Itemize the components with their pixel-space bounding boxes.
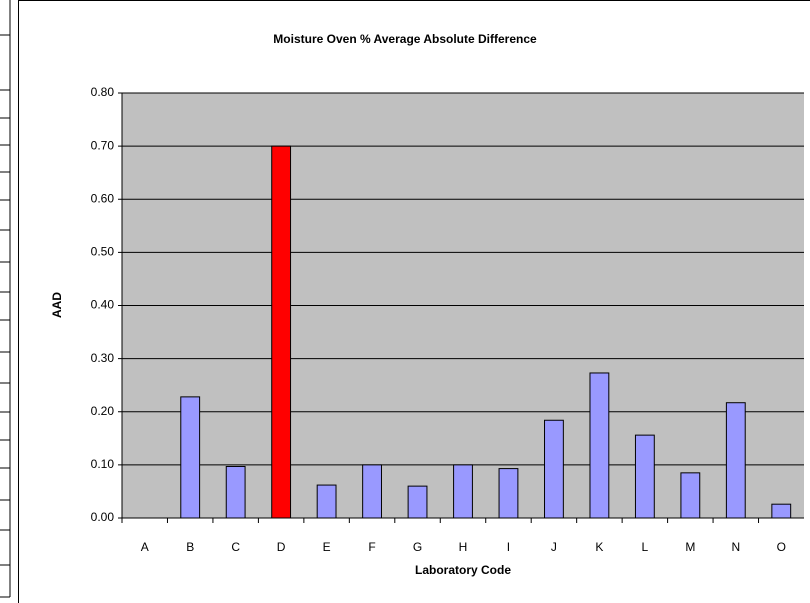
bar [407,485,428,519]
y-tick-label: 0.70 [91,138,115,152]
x-tick-label: M [685,540,695,554]
y-tick-label: 0.80 [91,85,115,99]
x-tick-label: N [731,540,740,554]
bar [680,472,701,519]
x-tick-label: D [277,540,286,554]
bar [453,464,473,519]
bar [225,465,246,519]
x-tick-label: O [777,540,786,554]
x-tick-label: G [413,540,422,554]
x-tick-label: C [231,540,240,554]
x-tick-label: L [642,540,649,554]
y-tick-label: 0.30 [91,351,115,365]
chart-title: Moisture Oven % Average Absolute Differe… [273,32,537,46]
x-tick-label: A [141,540,149,554]
x-axis-title: Laboratory Code [415,563,511,577]
y-tick-label: 0.20 [91,404,115,418]
bar [271,145,292,519]
left-table-fragment [0,0,11,598]
bar [498,468,519,519]
bar [725,402,746,519]
x-tick-label: K [595,540,603,554]
y-tick-label: 0.40 [91,298,115,312]
bar [362,464,382,519]
y-tick-label: 0.60 [91,191,115,205]
x-tick-label: B [186,540,194,554]
y-tick-label: 0.50 [91,245,115,259]
bar [771,503,792,519]
x-tick-label: I [507,540,510,554]
y-tick-label: 0.10 [91,457,115,471]
bar [544,419,564,519]
x-tick-label: F [368,540,375,554]
x-tick-label: E [323,540,331,554]
bar [316,484,337,519]
chart-border [18,0,810,603]
x-tick-label: J [551,540,557,554]
x-tick-label: H [459,540,468,554]
bar [634,434,655,519]
y-tick-label: 0.00 [91,510,115,524]
y-axis-title: AAD [50,292,64,318]
bar [180,396,201,519]
bar [589,372,610,519]
